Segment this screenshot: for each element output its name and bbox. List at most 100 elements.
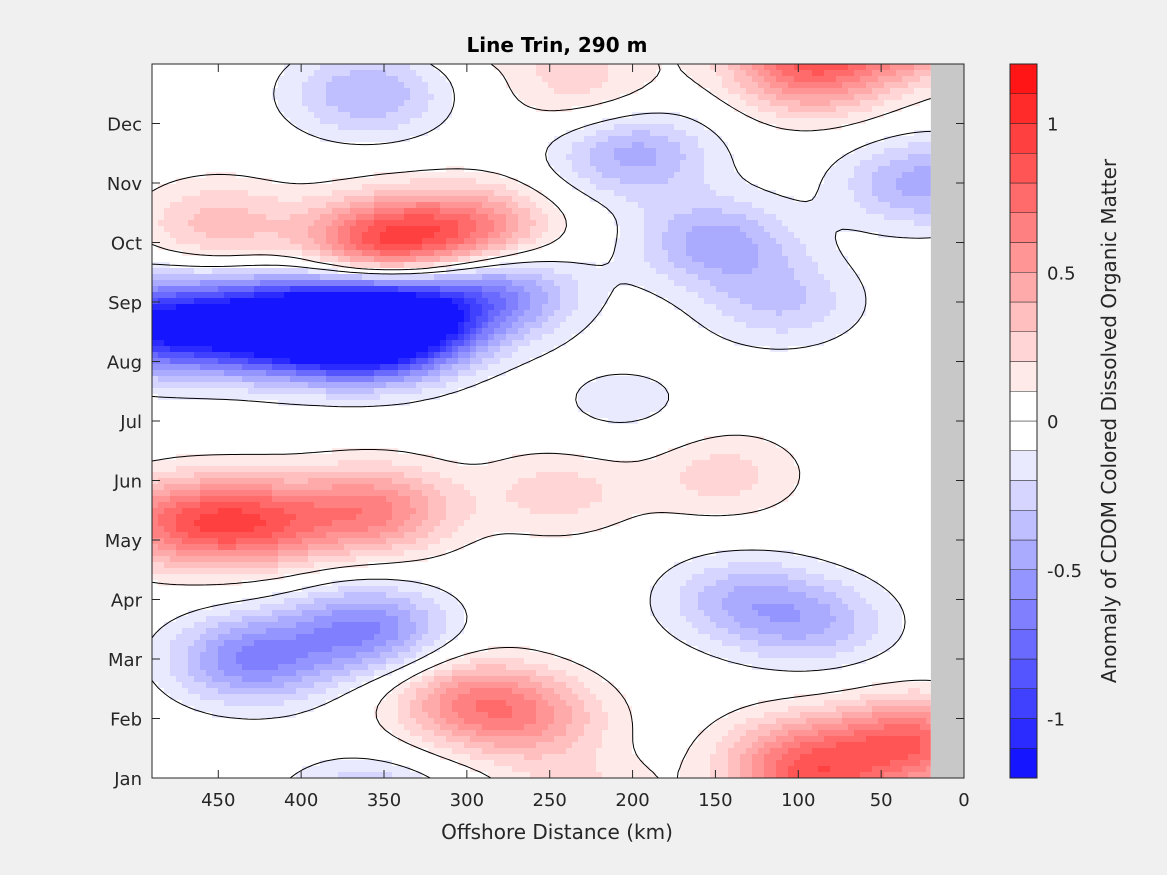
- contour-cell: [662, 148, 669, 155]
- contour-cell: [752, 82, 759, 89]
- contour-cell: [884, 262, 891, 269]
- contour-cell: [488, 76, 495, 83]
- contour-cell: [902, 184, 909, 191]
- contour-cell: [884, 232, 891, 239]
- contour-cell: [278, 232, 285, 239]
- contour-cell: [284, 100, 291, 107]
- contour-cell: [488, 202, 495, 209]
- contour-cell: [542, 172, 549, 179]
- contour-cell: [488, 142, 495, 149]
- contour-cell: [842, 94, 849, 101]
- contour-cell: [734, 196, 741, 203]
- contour-cell: [896, 160, 903, 167]
- contour-cell: [182, 274, 189, 281]
- contour-cell: [350, 232, 357, 239]
- contour-cell: [698, 94, 705, 101]
- contour-cell: [608, 100, 615, 107]
- contour-cell: [608, 268, 615, 275]
- contour-cell: [368, 256, 375, 263]
- contour-cell: [848, 82, 855, 89]
- contour-cell: [332, 154, 339, 161]
- contour-cell: [326, 94, 333, 101]
- contour-cell: [752, 166, 759, 173]
- contour-cell: [698, 226, 705, 233]
- contour-cell: [632, 262, 639, 269]
- contour-cell: [812, 226, 819, 233]
- contour-cell: [338, 280, 345, 287]
- contour-cell: [290, 94, 297, 101]
- contour-cell: [584, 124, 591, 131]
- contour-cell: [260, 142, 267, 149]
- contour-cell: [824, 172, 831, 179]
- contour-cell: [230, 196, 237, 203]
- contour-cell: [632, 232, 639, 239]
- contour-cell: [182, 232, 189, 239]
- contour-cell: [644, 70, 651, 77]
- contour-cell: [362, 280, 369, 287]
- contour-cell: [686, 220, 693, 227]
- contour-cell: [416, 184, 423, 191]
- contour-cell: [716, 106, 723, 113]
- contour-cell: [740, 208, 747, 215]
- contour-cell: [698, 100, 705, 107]
- contour-cell: [212, 166, 219, 173]
- contour-cell: [314, 190, 321, 197]
- contour-cell: [914, 118, 921, 125]
- contour-cell: [188, 154, 195, 161]
- contour-cell: [386, 208, 393, 215]
- contour-cell: [662, 82, 669, 89]
- contour-cell: [416, 274, 423, 281]
- contour-cell: [758, 118, 765, 125]
- contour-cell: [740, 274, 747, 281]
- contour-cell: [428, 70, 435, 77]
- contour-cell: [614, 208, 621, 215]
- contour-cell: [578, 136, 585, 143]
- contour-cell: [704, 160, 711, 167]
- contour-cell: [794, 124, 801, 131]
- contour-cell: [476, 190, 483, 197]
- contour-cell: [326, 268, 333, 275]
- contour-cell: [788, 100, 795, 107]
- contour-cell: [596, 178, 603, 185]
- contour-cell: [194, 94, 201, 101]
- contour-cell: [506, 202, 513, 209]
- contour-cell: [176, 220, 183, 227]
- contour-cell: [188, 76, 195, 83]
- contour-cell: [284, 154, 291, 161]
- contour-cell: [692, 178, 699, 185]
- contour-cell: [926, 250, 931, 257]
- contour-cell: [896, 238, 903, 245]
- contour-cell: [212, 136, 219, 143]
- contour-cell: [590, 172, 597, 179]
- contour-cell: [362, 214, 369, 221]
- contour-cell: [872, 76, 879, 83]
- contour-cell: [236, 190, 243, 197]
- contour-cell: [620, 226, 627, 233]
- contour-cell: [386, 124, 393, 131]
- contour-cell: [224, 154, 231, 161]
- contour-cell: [542, 70, 549, 77]
- contour-cell: [650, 124, 657, 131]
- contour-cell: [194, 82, 201, 89]
- contour-cell: [716, 112, 723, 119]
- contour-cell: [578, 190, 585, 197]
- contour-cell: [854, 226, 861, 233]
- contour-cell: [524, 280, 531, 287]
- contour-cell: [332, 238, 339, 245]
- contour-cell: [260, 118, 267, 125]
- contour-cell: [758, 262, 765, 269]
- contour-cell: [674, 64, 681, 71]
- contour-cell: [686, 262, 693, 269]
- contour-cell: [350, 190, 357, 197]
- contour-cell: [722, 274, 729, 281]
- contour-cell: [350, 112, 357, 119]
- contour-cell: [302, 76, 309, 83]
- contour-cell: [716, 250, 723, 257]
- contour-cell: [914, 238, 921, 245]
- contour-cell: [200, 94, 207, 101]
- contour-cell: [386, 148, 393, 155]
- contour-cell: [242, 154, 249, 161]
- contour-cell: [620, 190, 627, 197]
- contour-cell: [668, 214, 675, 221]
- contour-cell: [710, 76, 717, 83]
